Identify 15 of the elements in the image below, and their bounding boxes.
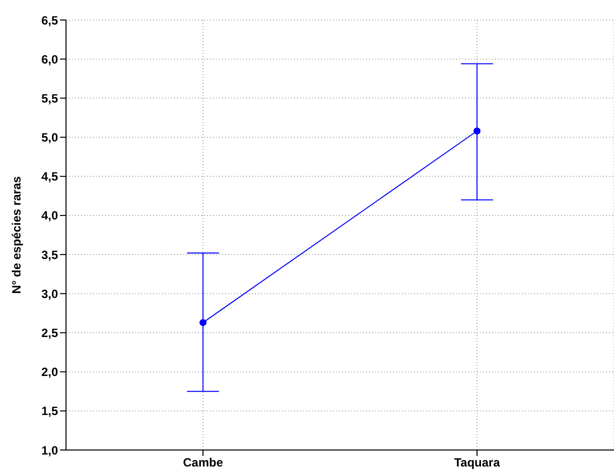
y-tick-label: 1,5: [41, 404, 58, 418]
y-tick-label: 3,0: [41, 286, 58, 301]
y-tick-label: 2,0: [41, 365, 58, 380]
y-tick-label: 4,0: [41, 208, 58, 223]
y-tick-label: 5,5: [41, 91, 58, 106]
y-tick-label: 1,0: [41, 443, 58, 458]
y-tick-label: 4,5: [41, 170, 58, 184]
y-tick-label: 6,5: [41, 13, 58, 28]
y-axis-title: N° de espécies raras: [9, 176, 24, 294]
y-tick-label: 6,0: [41, 52, 58, 66]
x-tick-label: Cambe: [182, 456, 224, 470]
y-tick-label: 5,0: [41, 130, 58, 145]
y-tick-label: 3,5: [41, 248, 58, 262]
y-tick-label: 2,5: [41, 326, 58, 340]
x-tick-label: Taquara: [454, 456, 500, 470]
